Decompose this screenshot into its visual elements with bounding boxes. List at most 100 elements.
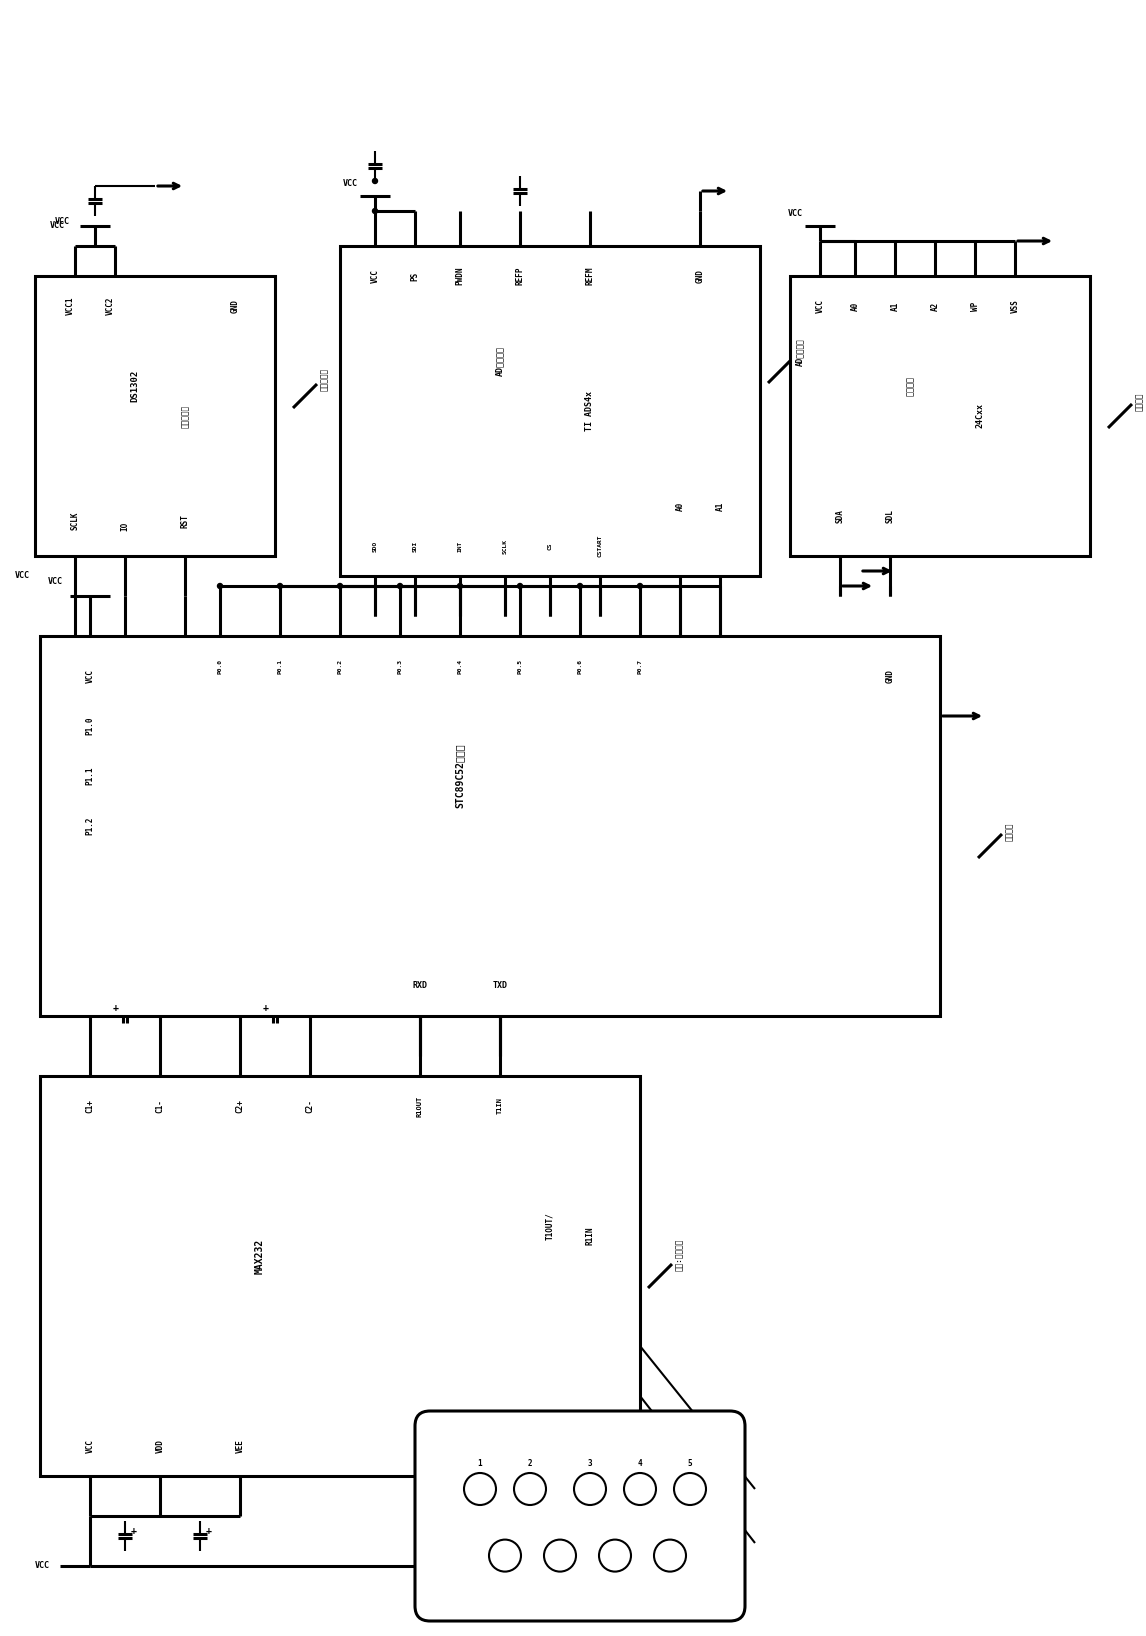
Circle shape: [515, 1472, 545, 1505]
Text: VCC: VCC: [47, 578, 63, 586]
Text: C1-: C1-: [156, 1099, 165, 1112]
Text: 时钟总线: 时钟总线: [1135, 393, 1144, 411]
Circle shape: [544, 1539, 576, 1572]
Text: SDI: SDI: [413, 540, 417, 551]
Text: SDO: SDO: [372, 540, 377, 551]
Circle shape: [338, 584, 343, 589]
Text: DS1302: DS1302: [131, 370, 140, 402]
Text: CSTART: CSTART: [597, 535, 603, 558]
Circle shape: [637, 584, 643, 589]
Text: PS: PS: [410, 272, 419, 281]
Text: VCC1: VCC1: [65, 296, 74, 316]
Text: RXD: RXD: [413, 982, 427, 990]
Text: P0.3: P0.3: [398, 659, 402, 674]
Text: P1.1: P1.1: [86, 767, 94, 785]
Text: GND: GND: [696, 268, 705, 283]
Text: PWDN: PWDN: [455, 267, 464, 285]
Text: +: +: [264, 1003, 269, 1013]
Circle shape: [518, 584, 523, 589]
Text: P0.0: P0.0: [218, 659, 222, 674]
Text: 3: 3: [588, 1459, 592, 1469]
Text: SCLK: SCLK: [502, 538, 508, 553]
Text: MAX232: MAX232: [256, 1238, 265, 1273]
Text: P0.6: P0.6: [578, 659, 582, 674]
Text: SDL: SDL: [886, 509, 895, 524]
Circle shape: [372, 178, 377, 183]
Circle shape: [277, 584, 283, 589]
Text: R1IN: R1IN: [586, 1227, 595, 1245]
Text: 存储芯片: 存储芯片: [905, 376, 915, 396]
Text: 2: 2: [527, 1459, 532, 1469]
Text: A0: A0: [675, 501, 684, 510]
Text: VEE: VEE: [235, 1440, 244, 1453]
Text: SDA: SDA: [835, 509, 845, 524]
Circle shape: [578, 584, 582, 589]
Text: AD转换芯片: AD转换芯片: [795, 339, 804, 366]
Text: 串口:通信方向: 串口:通信方向: [675, 1238, 684, 1271]
Text: VCC: VCC: [36, 1561, 50, 1571]
Text: +: +: [131, 1526, 136, 1536]
Text: VCC: VCC: [787, 209, 802, 218]
Text: R1OUT: R1OUT: [417, 1096, 423, 1117]
Circle shape: [457, 584, 463, 589]
Text: P1.0: P1.0: [86, 717, 94, 735]
Text: +: +: [206, 1526, 212, 1536]
Circle shape: [654, 1539, 686, 1572]
Bar: [40, 1076, 639, 1476]
Text: TI ADS4x: TI ADS4x: [586, 391, 595, 430]
Text: SCLK: SCLK: [71, 512, 79, 530]
Text: 24Cxx: 24Cxx: [975, 404, 984, 429]
Text: WP: WP: [971, 301, 980, 311]
Text: P0.7: P0.7: [637, 659, 643, 674]
Text: 外设总线: 外设总线: [1005, 823, 1014, 841]
Text: STC89C52单片机: STC89C52单片机: [455, 744, 465, 808]
Text: T1IN: T1IN: [497, 1098, 503, 1114]
FancyBboxPatch shape: [415, 1410, 745, 1621]
Text: RST: RST: [181, 514, 189, 528]
Text: VCC: VCC: [50, 221, 65, 231]
Text: C2-: C2-: [306, 1099, 314, 1112]
Text: 存储器总线: 存储器总线: [320, 368, 329, 391]
Circle shape: [489, 1539, 521, 1572]
Text: VCC: VCC: [86, 1440, 94, 1453]
Text: VDD: VDD: [156, 1440, 165, 1453]
Text: C2+: C2+: [235, 1099, 244, 1112]
Text: 1: 1: [478, 1459, 482, 1469]
Text: CS: CS: [548, 542, 552, 550]
Text: VCC2: VCC2: [105, 296, 115, 316]
Text: 5: 5: [688, 1459, 692, 1469]
Text: T1OUT/: T1OUT/: [545, 1212, 555, 1240]
Circle shape: [674, 1472, 706, 1505]
Text: VCC: VCC: [816, 299, 824, 312]
Text: VCC: VCC: [343, 178, 358, 188]
Circle shape: [372, 208, 377, 214]
Text: A2: A2: [931, 301, 940, 311]
Text: REFM: REFM: [586, 267, 595, 285]
Bar: [36, 276, 275, 556]
Text: P0.5: P0.5: [518, 659, 523, 674]
Text: P0.2: P0.2: [338, 659, 343, 674]
Text: AD转换芯片: AD转换芯片: [495, 345, 504, 376]
Text: VCC: VCC: [15, 571, 30, 581]
Bar: [40, 636, 940, 1016]
Text: 4: 4: [637, 1459, 642, 1469]
Text: GND: GND: [886, 669, 895, 682]
Text: A1: A1: [890, 301, 900, 311]
Text: P1.2: P1.2: [86, 816, 94, 836]
Text: VCC: VCC: [86, 669, 94, 682]
Circle shape: [625, 1472, 656, 1505]
Text: GND: GND: [230, 299, 240, 312]
Text: IO: IO: [120, 522, 129, 530]
Text: TXD: TXD: [493, 982, 508, 990]
Circle shape: [218, 584, 222, 589]
Circle shape: [398, 584, 402, 589]
Text: VCC: VCC: [370, 268, 379, 283]
Text: VCC: VCC: [55, 216, 70, 226]
Text: INT: INT: [457, 540, 463, 551]
Bar: [340, 245, 760, 576]
Text: C1+: C1+: [86, 1099, 94, 1112]
Circle shape: [574, 1472, 606, 1505]
Text: A0: A0: [850, 301, 860, 311]
Text: P0.4: P0.4: [457, 659, 463, 674]
Text: +: +: [113, 1003, 119, 1013]
